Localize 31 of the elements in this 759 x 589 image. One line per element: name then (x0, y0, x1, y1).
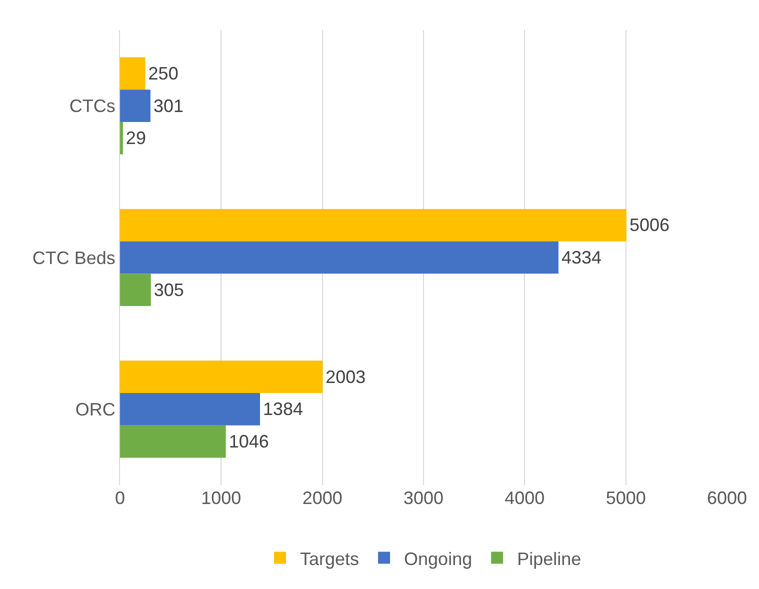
x-tick-label: 1000 (201, 488, 242, 508)
data-label: 1046 (228, 432, 269, 452)
data-label: 5006 (629, 215, 670, 236)
bar (120, 90, 150, 122)
legend-label: Targets (300, 548, 360, 569)
data-label: 305 (154, 280, 184, 300)
bar (120, 122, 123, 154)
legend-label: Ongoing (404, 548, 472, 569)
bar (120, 57, 146, 90)
x-tick-label: 6000 (706, 488, 748, 508)
legend-label: Pipeline (517, 548, 582, 569)
x-tick-label: 0 (114, 488, 126, 508)
data-label: 29 (126, 128, 146, 148)
x-tick-label: 4000 (504, 488, 545, 508)
x-tick-label: 2000 (302, 488, 342, 508)
bar (120, 274, 151, 306)
bar (120, 208, 626, 242)
data-label: 250 (148, 63, 178, 84)
data-label: 301 (153, 96, 184, 116)
bar (120, 241, 558, 274)
bar (120, 392, 260, 426)
bar (120, 425, 226, 458)
data-label: 2003 (326, 366, 366, 387)
x-tick-label: 5000 (606, 488, 646, 508)
y-tick-label: ORC (75, 399, 116, 420)
x-tick-label: 3000 (403, 488, 444, 508)
data-label: 1384 (263, 399, 304, 420)
data-label: 4334 (561, 248, 602, 268)
y-tick-label: CTCs (69, 96, 116, 116)
y-tick-label: CTC Beds (32, 248, 116, 268)
bar (120, 360, 323, 393)
